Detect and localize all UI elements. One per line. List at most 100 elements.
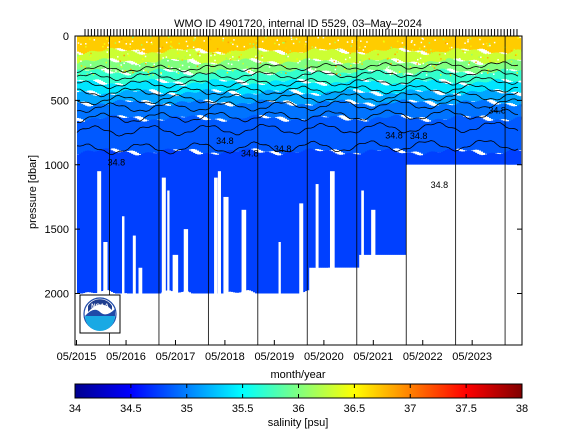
salinity-speckle bbox=[361, 63, 363, 65]
salinity-cell bbox=[369, 81, 372, 92]
salinity-cell bbox=[199, 36, 202, 49]
salinity-cell bbox=[475, 101, 478, 118]
salinity-cell bbox=[261, 73, 264, 84]
salinity-cell bbox=[377, 117, 380, 151]
salinity-speckle bbox=[90, 52, 92, 55]
salinity-cell bbox=[409, 62, 412, 73]
salinity-speckle bbox=[309, 67, 312, 69]
contour-label: 34.8 bbox=[216, 136, 234, 146]
salinity-cell bbox=[323, 50, 326, 61]
salinity-cell bbox=[93, 105, 96, 121]
salinity-cell bbox=[475, 75, 478, 86]
salinity-cell bbox=[427, 61, 430, 72]
salinity-cell bbox=[483, 53, 486, 64]
salinity-cell bbox=[243, 36, 246, 52]
salinity-cell bbox=[239, 36, 242, 52]
salinity-cell bbox=[455, 149, 458, 165]
salinity-cell bbox=[183, 149, 186, 292]
salinity-speckle bbox=[148, 74, 150, 76]
salinity-cell bbox=[173, 82, 176, 93]
salinity-cell bbox=[497, 78, 500, 90]
salinity-cell bbox=[277, 155, 280, 294]
salinity-cell bbox=[429, 36, 432, 55]
salinity-cell bbox=[243, 118, 246, 152]
salinity-cell bbox=[443, 59, 446, 71]
salinity-cell bbox=[357, 70, 360, 81]
salinity-cell bbox=[399, 115, 402, 150]
salinity-cell bbox=[431, 79, 434, 91]
salinity-cell bbox=[357, 154, 360, 268]
salinity-cell bbox=[421, 70, 424, 81]
salinity-cell bbox=[411, 89, 414, 100]
salinity-speckle bbox=[132, 36, 134, 39]
salinity-speckle bbox=[442, 38, 445, 41]
salinity-cell bbox=[217, 53, 220, 65]
salinity-cell bbox=[231, 93, 234, 105]
salinity-cell bbox=[175, 115, 178, 150]
salinity-cell bbox=[259, 152, 262, 294]
salinity-cell bbox=[133, 91, 136, 102]
salinity-cell bbox=[279, 80, 282, 92]
salinity-cell bbox=[77, 154, 80, 294]
salinity-speckle bbox=[187, 61, 189, 63]
salinity-cell bbox=[83, 60, 86, 71]
salinity-cell bbox=[269, 75, 272, 86]
salinity-cell bbox=[219, 92, 222, 103]
salinity-speckle bbox=[227, 41, 230, 44]
salinity-cell bbox=[449, 83, 452, 95]
salinity-speckle bbox=[284, 53, 287, 55]
salinity-cell bbox=[475, 116, 478, 150]
contour-label: 34.8 bbox=[431, 180, 449, 190]
salinity-speckle bbox=[287, 55, 289, 58]
salinity-cell bbox=[265, 118, 268, 152]
salinity-cell bbox=[153, 153, 156, 294]
salinity-cell bbox=[285, 152, 288, 294]
salinity-speckle bbox=[290, 38, 293, 41]
salinity-cell bbox=[211, 79, 214, 90]
salinity-contours bbox=[76, 61, 519, 155]
salinity-cell bbox=[311, 148, 314, 268]
salinity-cell bbox=[499, 93, 502, 104]
salinity-cell bbox=[299, 68, 302, 79]
salinity-cell bbox=[493, 52, 496, 64]
salinity-speckle bbox=[77, 54, 79, 57]
salinity-cell bbox=[339, 52, 342, 63]
salinity-cell bbox=[335, 82, 338, 93]
salinity-cell bbox=[473, 49, 476, 60]
salinity-cell bbox=[269, 36, 272, 51]
salinity-cell bbox=[99, 118, 102, 153]
salinity-cell bbox=[451, 36, 454, 54]
salinity-cell bbox=[297, 52, 300, 63]
salinity-cell bbox=[497, 92, 500, 103]
salinity-cell bbox=[509, 70, 512, 81]
salinity-cell bbox=[195, 100, 198, 116]
salinity-cell bbox=[227, 70, 230, 82]
salinity-cell bbox=[403, 117, 406, 152]
salinity-cell bbox=[471, 116, 474, 151]
salinity-cell bbox=[195, 82, 198, 93]
salinity-cell bbox=[381, 102, 384, 119]
salinity-cell bbox=[285, 54, 288, 65]
salinity-cell bbox=[197, 73, 200, 84]
salinity-cell bbox=[469, 84, 472, 96]
salinity-cell bbox=[415, 118, 418, 152]
salinity-cell bbox=[401, 36, 404, 48]
salinity-cell bbox=[317, 83, 320, 95]
salinity-speckle bbox=[208, 66, 210, 69]
salinity-cell bbox=[401, 73, 404, 84]
salinity-speckle bbox=[168, 36, 170, 38]
salinity-speckle bbox=[236, 58, 238, 61]
salinity-cell bbox=[321, 100, 324, 117]
salinity-cell bbox=[179, 85, 182, 96]
salinity-cell bbox=[277, 91, 280, 102]
salinity-cell bbox=[367, 53, 370, 64]
salinity-cell bbox=[495, 78, 498, 90]
salinity-cell bbox=[495, 52, 498, 63]
salinity-cell bbox=[507, 36, 510, 54]
salinity-speckle bbox=[195, 49, 198, 52]
salinity-cell bbox=[427, 36, 430, 54]
salinity-speckle bbox=[108, 42, 110, 44]
salinity-cell bbox=[127, 75, 130, 86]
salinity-speckle bbox=[132, 71, 134, 74]
salinity-cell bbox=[397, 36, 400, 49]
